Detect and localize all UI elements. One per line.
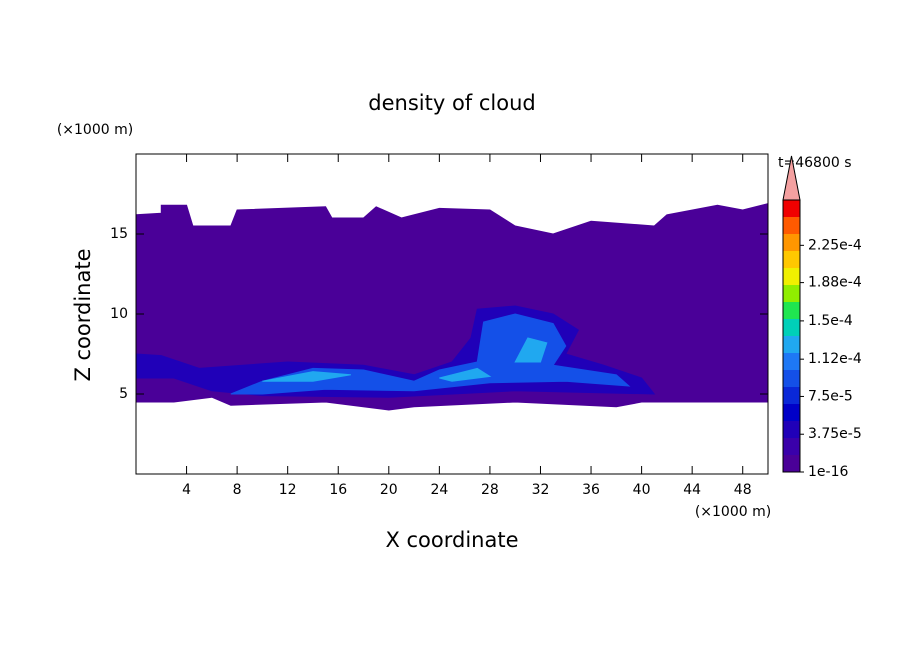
colorbar-label: 1e-16 (808, 464, 848, 480)
colorbar-label: 1.5e-4 (808, 313, 853, 329)
x-tick-label: 16 (329, 482, 347, 498)
colorbar-band (783, 200, 800, 217)
colorbar-band (783, 285, 800, 302)
x-tick-label: 4 (182, 482, 191, 498)
colorbar-band (783, 455, 800, 472)
x-axis-label: X coordinate (385, 528, 518, 552)
chart-title: density of cloud (368, 91, 535, 115)
x-tick-label: 32 (532, 482, 550, 498)
colorbar-label: 1.88e-4 (808, 275, 862, 291)
colorbar-frame (782, 199, 801, 473)
x-tick-label: 44 (683, 482, 701, 498)
x-tick-label: 24 (430, 482, 448, 498)
colorbar-label: 7.5e-5 (808, 388, 853, 404)
contour-region (514, 337, 548, 363)
colorbar-band (783, 319, 800, 336)
colorbar-band (783, 353, 800, 370)
colorbar-band (783, 370, 800, 387)
colorbar-band (783, 404, 800, 421)
colorbar-label: 2.25e-4 (808, 237, 862, 253)
y-unit: (×1000 m) (57, 122, 133, 138)
contour-region (135, 202, 769, 411)
colorbar-band (783, 268, 800, 285)
x-tick-label: 40 (633, 482, 651, 498)
colorbar-label: 1.12e-4 (808, 351, 862, 367)
x-tick-label: 48 (734, 482, 752, 498)
colorbar-band (783, 251, 800, 268)
annotation: t=46800 s (778, 155, 852, 171)
colorbar-band (783, 217, 800, 234)
colorbar-band (783, 387, 800, 404)
x-unit: (×1000 m) (695, 504, 771, 520)
y-axis-label: Z coordinate (71, 248, 95, 381)
contour-region (439, 367, 492, 382)
colorbar-label: 3.75e-5 (808, 426, 862, 442)
x-tick-label: 12 (279, 482, 297, 498)
colorbar-band (783, 421, 800, 438)
colorbar-band (783, 336, 800, 353)
x-tick-label: 20 (380, 482, 398, 498)
contour-region (262, 371, 351, 382)
colorbar-band (783, 438, 800, 455)
x-tick-label: 8 (233, 482, 242, 498)
y-tick-label: 5 (119, 386, 128, 402)
y-tick-label: 10 (110, 306, 128, 322)
y-tick-label: 15 (110, 226, 128, 242)
x-tick-label: 28 (481, 482, 499, 498)
x-tick-label: 36 (582, 482, 600, 498)
colorbar-band (783, 302, 800, 319)
colorbar-band (783, 234, 800, 251)
